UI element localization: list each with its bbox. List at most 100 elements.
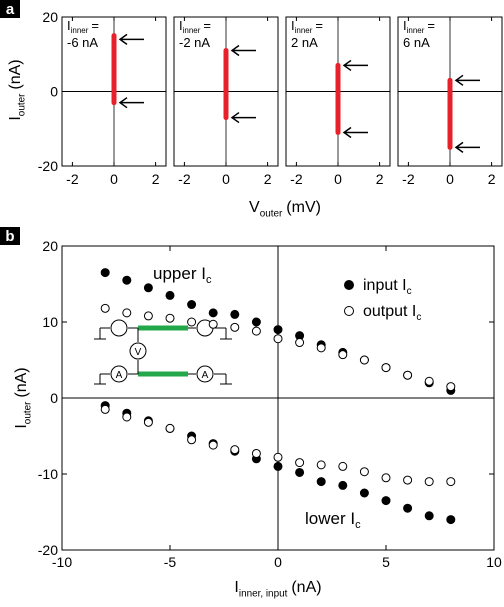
y-tick-label-b: 20 xyxy=(42,238,58,254)
inner-label-main: I xyxy=(67,18,71,33)
inner-label-eq: = xyxy=(315,18,323,33)
inner-current-label: Iinner = xyxy=(67,18,99,35)
upper-ic-annotation: upper Ic xyxy=(153,264,212,286)
inner-label-eq: = xyxy=(203,18,211,33)
x-tick-label: -2 xyxy=(402,171,415,187)
x-axis-title-b-main: I xyxy=(234,579,238,596)
legend-main: input I xyxy=(363,277,407,294)
legend-filled-marker xyxy=(344,280,354,290)
y-tick-label: 0 xyxy=(50,84,58,100)
y-axis-title-b-unit: (nA) xyxy=(13,367,30,397)
voltmeter-icon xyxy=(129,342,147,360)
output-ic-point xyxy=(122,308,132,318)
y-tick-label-b: 10 xyxy=(42,314,58,330)
output-ic-point xyxy=(316,343,326,353)
legend-sub: c xyxy=(407,286,412,297)
ammeter-icon xyxy=(110,365,128,383)
output-ic-point xyxy=(165,423,175,433)
output-ic-point xyxy=(100,404,110,414)
lower-ic-sub: c xyxy=(355,519,361,531)
x-tick-label: 0 xyxy=(110,171,118,187)
y-axis-title-a-main: I xyxy=(7,116,24,120)
y-axis-title-a-sub: outer xyxy=(16,93,27,116)
y-tick-label-b: 0 xyxy=(50,390,58,406)
output-ic-point xyxy=(446,477,456,487)
arrow-icon xyxy=(118,33,144,45)
legend-sub: c xyxy=(416,312,421,323)
arrow-icon xyxy=(342,59,368,72)
legend-entry: input Ic xyxy=(344,277,412,297)
output-ic-point xyxy=(424,376,434,386)
arrow-icon xyxy=(342,126,368,139)
x-tick-label-b: 10 xyxy=(486,554,502,570)
panel-label-a-box xyxy=(0,0,20,18)
input-ic-point xyxy=(359,488,369,498)
output-ic-point xyxy=(446,382,456,392)
output-ic-point xyxy=(273,452,283,462)
output-ic-point xyxy=(187,435,197,445)
output-ic-point xyxy=(338,350,348,360)
output-ic-point xyxy=(295,458,305,468)
output-ic-point xyxy=(251,326,261,336)
x-axis-title-b: Iinner, input (nA) xyxy=(234,579,321,599)
y-axis-title-b-main: I xyxy=(13,424,30,428)
input-ic-point xyxy=(295,467,305,477)
x-axis-title-b-text: Iinner, input (nA) xyxy=(234,579,321,599)
input-ic-point xyxy=(273,461,283,471)
y-tick-label: -20 xyxy=(38,158,58,174)
inner-label-main: I xyxy=(179,18,183,33)
y-tick-label-b: -10 xyxy=(38,466,58,482)
upper-ic-main: upper I xyxy=(153,264,206,283)
input-ic-point xyxy=(100,268,110,278)
y-axis-title-a: Iouter (nA) xyxy=(7,59,27,120)
x-axis-title-b-sub: inner, input xyxy=(239,588,288,599)
inner-current-value: 6 nA xyxy=(403,35,430,50)
output-ic-point xyxy=(316,460,326,470)
arrow-icon xyxy=(454,141,480,153)
output-ic-point xyxy=(230,445,240,455)
input-ic-point xyxy=(122,275,132,285)
input-ic-point xyxy=(424,511,434,521)
output-ic-point xyxy=(424,477,434,487)
y-tick-label: 20 xyxy=(42,9,58,25)
arrow-icon xyxy=(118,97,144,109)
circuit-inset: A A V xyxy=(94,319,232,385)
series-4 xyxy=(100,404,456,487)
lower-ic-annotation: lower Ic xyxy=(305,509,361,531)
ammeter-label: A xyxy=(202,370,209,381)
x-tick-label: 0 xyxy=(222,171,230,187)
x-axis-title-a-text: Vouter (mV) xyxy=(249,199,321,219)
y-axis-title-a-unit: (nA) xyxy=(7,59,24,89)
series-2 xyxy=(100,303,456,392)
output-ic-point xyxy=(251,448,261,458)
x-tick-label: 2 xyxy=(264,171,272,187)
x-tick-label: 2 xyxy=(376,171,384,187)
inner-current-value: 2 nA xyxy=(291,35,318,50)
x-axis-title-a-unit: (mV) xyxy=(286,199,321,216)
x-tick-label: -2 xyxy=(290,171,303,187)
output-ic-point xyxy=(295,338,305,348)
output-ic-point xyxy=(187,317,197,327)
panel-label-b-box xyxy=(0,227,20,245)
output-ic-point xyxy=(100,303,110,313)
output-ic-point xyxy=(273,334,283,344)
input-ic-point xyxy=(338,480,348,490)
inner-label-eq: = xyxy=(91,18,99,33)
x-tick-label: -2 xyxy=(66,171,79,187)
input-ic-point xyxy=(251,317,261,327)
x-axis-title-a: Vouter (mV) xyxy=(249,199,321,219)
inner-label-sub: inner xyxy=(407,26,425,35)
output-ic-point xyxy=(403,475,413,485)
x-tick-label-b: 5 xyxy=(382,554,390,570)
inner-label-main: I xyxy=(403,18,407,33)
y-axis-title-a-text: Iouter (nA) xyxy=(7,59,27,120)
ammeter-icon xyxy=(196,365,214,383)
inner-label-sub: inner xyxy=(71,26,89,35)
upper-ic-sub: c xyxy=(206,274,212,286)
inner-label-sub: inner xyxy=(183,26,201,35)
